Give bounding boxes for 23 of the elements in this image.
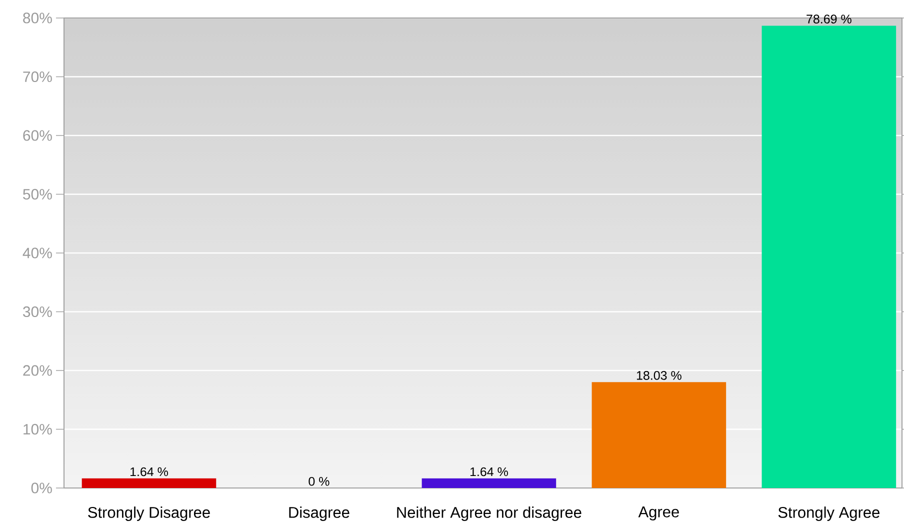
y-tick-label: 20% xyxy=(23,365,52,376)
y-tick-label: 0% xyxy=(31,482,52,494)
bar xyxy=(762,26,896,488)
y-tick-label: 70% xyxy=(23,71,52,82)
bar xyxy=(592,382,726,488)
bar xyxy=(422,478,556,488)
data-label: 1.64 % xyxy=(470,467,508,476)
y-tick-label: 40% xyxy=(22,248,52,258)
data-label: 78.69 % xyxy=(806,14,852,24)
y-tick-label: 50% xyxy=(23,188,52,200)
x-tick-label: Disagree xyxy=(289,506,350,521)
y-tick-label: 60% xyxy=(23,130,52,141)
y-tick-label: 30% xyxy=(23,306,52,318)
data-label: 1.64 % xyxy=(130,467,168,476)
x-tick-label: Strongly Agree xyxy=(778,506,880,521)
y-tick-label: 80% xyxy=(23,12,52,24)
x-tick-label: Strongly Disagree xyxy=(88,506,210,521)
x-tick-label: Agree xyxy=(638,506,679,520)
data-label: 18.03 % xyxy=(636,371,682,380)
data-label: 0 % xyxy=(308,476,330,486)
y-tick-label: 10% xyxy=(24,424,52,435)
x-tick-label: Neither Agree nor disagree xyxy=(397,506,582,521)
bar xyxy=(82,478,216,488)
